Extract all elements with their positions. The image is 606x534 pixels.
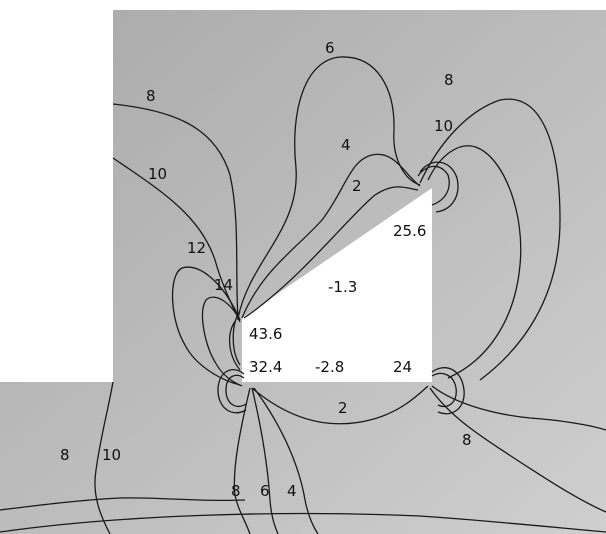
value-label-minus-1-3: -1.3 [328, 278, 357, 296]
contour-line-left-cusp [229, 311, 241, 371]
contour-label-6-top: 6 [325, 39, 335, 57]
contour-label-10-left: 10 [148, 165, 167, 183]
contour-line-bottom-a [233, 387, 251, 534]
contour-line-2-top [243, 186, 419, 319]
contour-label-2-bottom: 2 [338, 399, 348, 417]
contour-label-8-bottom-left: 8 [60, 446, 70, 464]
contour-line-8-right [419, 98, 561, 381]
contour-line-10-bottom-left [94, 381, 114, 534]
contour-line-bottom-b [251, 387, 279, 534]
contour-label-8-bottom-mid: 8 [231, 482, 241, 500]
contour-line-4 [241, 153, 421, 319]
contour-label-12: 12 [187, 239, 206, 257]
contour-label-8-left: 8 [146, 87, 156, 105]
contour-label-4-bottom-mid: 4 [287, 482, 297, 500]
contour-label-8-bottom-right: 8 [462, 431, 472, 449]
contour-labels: 6 8 8 10 10 4 2 12 14 2 8 8 10 8 6 4 [60, 39, 472, 500]
value-label-minus-2-8: -2.8 [315, 358, 344, 376]
value-labels: 25.6 -1.3 43.6 32.4 -2.8 24 [249, 222, 426, 376]
contour-line-br-cusp [431, 367, 465, 415]
contour-lines [0, 56, 606, 534]
contour-label-8-right: 8 [444, 71, 454, 89]
contour-line-2-bottom [251, 385, 429, 425]
contour-line-14 [201, 296, 243, 387]
contour-line-8-bottom-left [0, 497, 246, 511]
value-label-25-6: 25.6 [393, 222, 426, 240]
void-region [242, 188, 432, 382]
field-region [0, 10, 606, 534]
value-label-32-4: 32.4 [249, 358, 282, 376]
contour-line-8-upper [112, 103, 239, 321]
contour-label-10-right: 10 [434, 117, 453, 135]
contour-line-6-top [237, 56, 421, 319]
value-label-43-6: 43.6 [249, 325, 282, 343]
contour-label-6-bottom-mid: 6 [260, 482, 270, 500]
contour-line-top-cusp [417, 161, 459, 213]
contour-line-bottom-d [0, 512, 606, 533]
contour-line-10-right [427, 145, 522, 379]
contour-label-14: 14 [214, 276, 233, 294]
contour-line-12 [171, 266, 241, 386]
contour-line-bl-cusp [217, 369, 247, 414]
contour-line-10-bottom-right [431, 385, 606, 431]
contour-label-10-bottom-left: 10 [102, 446, 121, 464]
contour-label-2-top: 2 [352, 177, 362, 195]
contour-label-4-top: 4 [341, 136, 351, 154]
value-label-24: 24 [393, 358, 412, 376]
contour-line-bottom-c [253, 387, 319, 534]
